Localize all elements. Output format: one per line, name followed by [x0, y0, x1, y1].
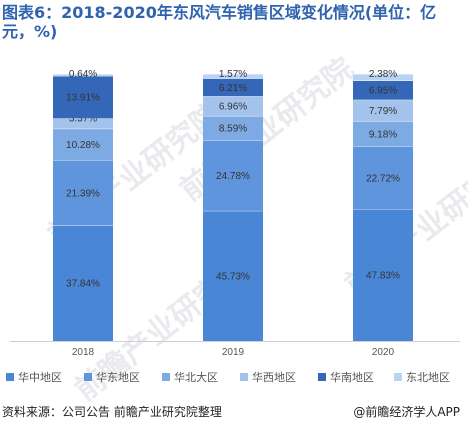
data-label-central-2019: 45.73%: [216, 271, 250, 282]
data-label-northeast-2018: 0.64%: [69, 69, 97, 80]
legend-label-central: 华中地区: [18, 371, 62, 384]
legend-swatch-central: [6, 373, 14, 381]
data-label-northeast-2019: 1.57%: [219, 69, 247, 80]
bar-segment-south-2018: [53, 75, 113, 119]
data-label-south-2018: 13.91%: [66, 93, 100, 104]
bar-segment-central-2018: [53, 225, 113, 341]
data-label-north-2020: 9.18%: [369, 129, 397, 140]
legend-item-northeast: 东北地区: [394, 370, 450, 386]
bar-segment-east-2018: [53, 160, 113, 226]
legend-item-west: 华西地区: [240, 370, 296, 386]
legend-item-south: 华南地区: [318, 370, 374, 386]
data-label-northeast-2020: 2.38%: [369, 69, 397, 80]
bar-segment-south-2019: [203, 78, 263, 97]
bar-segment-northeast-2020: [353, 74, 413, 81]
bar-segment-north-2020: [353, 121, 413, 147]
legend-item-east: 华东地区: [84, 370, 140, 386]
legend-label-north: 华北大区: [174, 371, 218, 384]
bar-segment-west-2019: [203, 96, 263, 116]
legend-swatch-west: [240, 373, 248, 381]
data-label-south-2019: 6.21%: [219, 83, 247, 94]
bar-segment-northeast-2018: [53, 74, 113, 76]
data-label-east-2019: 24.78%: [216, 171, 250, 182]
legend-label-west: 华西地区: [252, 371, 296, 384]
source-note: 资料来源：公司公告 前瞻产业研究院整理: [2, 405, 222, 419]
bar-segment-east-2019: [203, 140, 263, 211]
data-label-central-2020: 47.83%: [366, 271, 400, 282]
data-label-central-2018: 37.84%: [66, 279, 100, 290]
bar-segment-northeast-2019: [203, 74, 263, 79]
legend-swatch-northeast: [394, 373, 402, 381]
bar-segment-north-2018: [53, 128, 113, 161]
legend-label-south: 华南地区: [330, 371, 374, 384]
data-label-north-2018: 10.28%: [66, 140, 100, 151]
legend-swatch-east: [84, 373, 92, 381]
bar-segment-east-2020: [353, 146, 413, 210]
legend-label-northeast: 东北地区: [406, 371, 450, 384]
data-label-west-2020: 7.79%: [369, 106, 397, 117]
chart-legend: 华中地区 华东地区 华北大区 华西地区 华南地区 东北地区: [6, 370, 466, 386]
bar-segment-west-2020: [353, 99, 413, 122]
credit-note: @前瞻经济学人APP: [353, 405, 460, 419]
bar-segment-central-2020: [353, 209, 413, 341]
data-label-north-2019: 8.59%: [219, 124, 247, 135]
bar-segment-south-2020: [353, 80, 413, 100]
x-tick-label-2018: 2018: [72, 347, 95, 358]
legend-item-central: 华中地区: [6, 370, 62, 386]
legend-label-east: 华东地区: [96, 371, 140, 384]
data-label-west-2019: 6.96%: [219, 102, 247, 113]
data-label-west-2018: 3.37%: [69, 113, 97, 124]
bar-segment-north-2019: [203, 115, 263, 141]
data-label-east-2020: 22.72%: [366, 173, 400, 184]
x-tick-label-2019: 2019: [222, 347, 245, 358]
legend-swatch-south: [318, 373, 326, 381]
data-label-south-2020: 6.95%: [369, 86, 397, 97]
bar-segment-west-2018: [53, 118, 113, 129]
bar-segment-central-2019: [203, 210, 263, 341]
x-tick-label-2020: 2020: [372, 347, 395, 358]
legend-item-north: 华北大区: [162, 370, 218, 386]
chart-title: 图表6：2018-2020年东风汽车销售区域变化情况(单位：亿元，%): [2, 3, 437, 41]
legend-swatch-north: [162, 373, 170, 381]
data-label-east-2018: 21.39%: [66, 188, 100, 199]
